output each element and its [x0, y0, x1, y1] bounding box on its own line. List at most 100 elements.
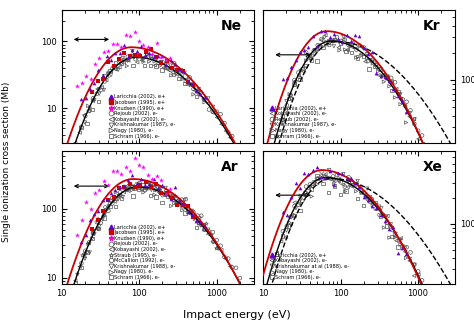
Point — [84, 241, 91, 246]
Point — [330, 44, 337, 49]
Point — [182, 196, 190, 202]
Point — [364, 194, 371, 200]
Point — [124, 186, 132, 191]
Point — [277, 120, 285, 126]
Point — [162, 191, 169, 196]
Point — [314, 43, 321, 48]
Point — [319, 45, 327, 50]
Point — [402, 255, 410, 261]
Point — [101, 210, 109, 215]
Point — [368, 197, 375, 202]
Point — [163, 190, 171, 195]
Point — [162, 62, 169, 68]
Point — [397, 238, 404, 243]
Point — [344, 179, 352, 184]
Point — [166, 192, 174, 197]
Point — [135, 52, 143, 57]
Point — [151, 192, 158, 197]
Point — [290, 81, 298, 87]
Point — [418, 133, 426, 138]
Point — [87, 207, 94, 212]
Point — [137, 176, 145, 181]
Point — [213, 115, 221, 120]
Point — [184, 81, 191, 86]
Point — [176, 201, 183, 206]
Point — [81, 251, 89, 256]
Point — [82, 95, 90, 100]
Point — [154, 186, 162, 191]
Point — [130, 183, 138, 189]
Point — [197, 223, 205, 228]
Point — [313, 164, 321, 169]
Point — [376, 212, 383, 217]
Point — [86, 250, 93, 255]
Point — [373, 203, 380, 208]
Point — [388, 79, 396, 84]
Point — [358, 45, 366, 50]
Point — [287, 223, 295, 228]
Point — [290, 213, 298, 218]
Point — [78, 239, 85, 245]
Point — [356, 184, 363, 190]
Point — [209, 104, 217, 109]
Point — [337, 41, 344, 46]
Point — [156, 189, 164, 194]
Point — [171, 200, 179, 205]
Point — [137, 44, 145, 49]
Point — [184, 79, 191, 84]
Point — [391, 80, 399, 85]
Point — [131, 53, 139, 58]
Point — [151, 59, 158, 64]
Point — [377, 213, 384, 218]
Point — [428, 162, 436, 167]
Point — [401, 104, 409, 109]
Point — [331, 183, 338, 189]
Point — [309, 168, 317, 173]
Point — [373, 71, 380, 76]
Point — [96, 56, 103, 61]
Text: Ar: Ar — [221, 160, 238, 174]
Point — [135, 39, 143, 44]
Point — [337, 192, 344, 197]
Point — [112, 65, 119, 70]
Point — [397, 102, 404, 107]
Point — [299, 67, 306, 72]
Point — [122, 33, 130, 38]
Point — [150, 176, 157, 181]
Point — [385, 227, 393, 232]
Point — [279, 234, 286, 239]
Point — [187, 212, 194, 217]
Point — [158, 183, 166, 188]
Point — [423, 150, 431, 155]
Point — [357, 190, 365, 195]
Point — [131, 184, 139, 189]
Point — [341, 47, 349, 52]
Point — [317, 28, 325, 34]
Point — [77, 125, 85, 130]
Point — [84, 250, 92, 255]
Point — [302, 190, 310, 195]
Point — [95, 224, 103, 229]
Point — [406, 258, 413, 263]
Point — [80, 254, 88, 259]
Point — [144, 172, 152, 178]
Point — [294, 202, 302, 207]
Point — [176, 70, 183, 75]
Point — [120, 57, 128, 63]
Point — [175, 197, 183, 203]
Point — [155, 188, 163, 193]
Point — [392, 238, 400, 243]
Point — [292, 213, 299, 218]
Point — [387, 222, 394, 227]
Point — [377, 74, 385, 79]
Point — [101, 213, 109, 218]
Point — [155, 188, 163, 193]
Point — [126, 54, 133, 59]
Point — [73, 232, 81, 237]
Point — [106, 204, 114, 209]
Point — [381, 75, 389, 80]
Point — [402, 252, 410, 257]
Point — [292, 180, 300, 185]
Point — [184, 209, 191, 214]
Point — [151, 63, 159, 68]
